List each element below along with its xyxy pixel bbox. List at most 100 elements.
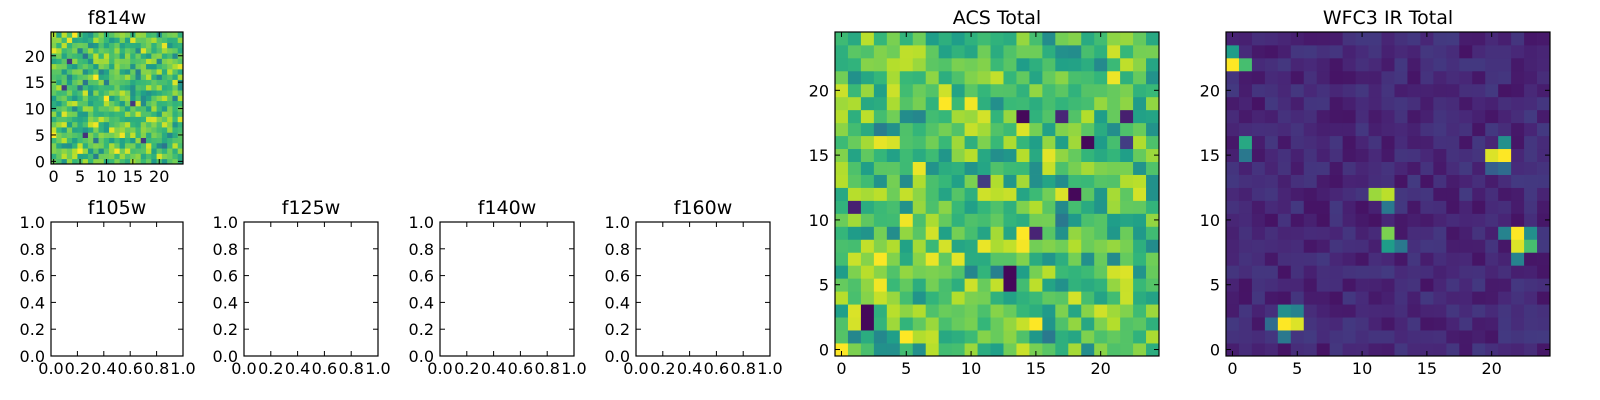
heatmap-cell	[1081, 135, 1095, 150]
heatmap-cell	[1290, 174, 1305, 188]
x-tick-label: 1.0	[170, 359, 195, 378]
heatmap-cell	[93, 53, 99, 59]
heatmap-cell	[886, 239, 901, 253]
heatmap-cell	[886, 200, 901, 214]
heatmap-cell	[847, 278, 862, 292]
heatmap-cell	[1498, 343, 1512, 357]
heatmap-cell	[1329, 161, 1344, 175]
heatmap-cell	[93, 90, 99, 96]
heatmap-cell	[1355, 200, 1369, 214]
heatmap-cell	[1055, 109, 1069, 124]
heatmap-cell	[899, 226, 914, 240]
heatmap-cell	[886, 70, 901, 85]
heatmap-cell	[1277, 343, 1292, 357]
heatmap-cell	[1264, 213, 1279, 227]
heatmap-cell	[156, 127, 163, 133]
heatmap-cell	[964, 187, 978, 201]
heatmap-cell	[98, 32, 105, 38]
heatmap-cell	[114, 95, 121, 102]
heatmap-cell	[177, 111, 184, 117]
heatmap-cell	[925, 213, 940, 227]
heatmap-cell	[87, 100, 94, 107]
heatmap-cell	[1459, 304, 1473, 318]
heatmap-cell	[93, 105, 99, 112]
heatmap-cell	[1472, 200, 1486, 214]
heatmap-cell	[925, 317, 940, 331]
heatmap-cell	[1068, 239, 1082, 253]
heatmap-cell	[1107, 200, 1121, 214]
heatmap-cell	[951, 317, 965, 331]
heatmap-cell	[1094, 32, 1108, 46]
heatmap-cell	[1537, 265, 1551, 279]
heatmap-cell	[135, 111, 142, 117]
heatmap-cell	[161, 158, 168, 165]
heatmap-cell	[835, 122, 849, 137]
heatmap-cell	[1068, 70, 1082, 85]
heatmap-cell	[1107, 343, 1121, 357]
heatmap-cell	[1120, 44, 1134, 59]
heatmap-cell	[1094, 122, 1108, 137]
heatmap-cell	[977, 83, 991, 98]
heatmap-cell	[1498, 187, 1512, 201]
heatmap-cell	[1355, 32, 1369, 46]
heatmap-cell	[98, 132, 105, 138]
heatmap-cell	[124, 68, 131, 75]
heatmap-cell	[1342, 226, 1356, 240]
heatmap-cell	[135, 137, 142, 144]
heatmap-cell	[87, 63, 94, 70]
heatmap-cell	[1081, 239, 1095, 253]
heatmap-cell	[1107, 148, 1121, 162]
heatmap-cell	[61, 142, 68, 149]
heatmap-cell	[103, 90, 110, 96]
heatmap-cell	[990, 304, 1004, 318]
heatmap-cell	[951, 213, 965, 227]
heatmap-cell	[1003, 317, 1017, 331]
heatmap-cell	[860, 265, 875, 279]
heatmap-cell	[72, 137, 78, 144]
heatmap-cell	[1511, 83, 1525, 98]
x-tick-label: 1.0	[561, 359, 586, 378]
heatmap-cell	[1055, 161, 1069, 175]
heatmap-cell	[1446, 83, 1460, 98]
heatmap-cell	[977, 200, 991, 214]
heatmap-cell	[109, 42, 115, 49]
heatmap-cell	[140, 74, 147, 80]
heatmap-cell	[847, 161, 862, 175]
heatmap-cell	[964, 226, 978, 240]
heatmap-cell	[1537, 135, 1551, 150]
heatmap-cell	[1003, 174, 1017, 188]
heatmap-cell	[124, 142, 131, 149]
heatmap-cell	[1498, 96, 1512, 111]
heatmap-cell	[990, 96, 1004, 111]
heatmap-cell	[1407, 161, 1421, 175]
heatmap-cell	[1316, 239, 1331, 253]
heatmap-cell	[964, 135, 978, 150]
heatmap-cell	[177, 42, 184, 49]
heatmap-cell	[1264, 148, 1279, 162]
heatmap-cell	[119, 68, 126, 75]
heatmap-cell	[82, 148, 89, 154]
heatmap-cell	[951, 109, 965, 124]
heatmap-cell	[1055, 252, 1069, 266]
heatmap-cell	[1003, 213, 1017, 227]
heatmap-cell	[1472, 213, 1486, 227]
heatmap-cell	[835, 252, 849, 266]
heatmap-cell	[1394, 174, 1408, 188]
heatmap-cell	[912, 57, 927, 72]
y-tick-label: 0.8	[20, 240, 45, 259]
heatmap-cell	[1133, 213, 1147, 227]
heatmap-cell	[1133, 226, 1147, 240]
heatmap-cell	[1068, 174, 1082, 188]
heatmap-cell	[1120, 226, 1134, 240]
heatmap-cell	[873, 135, 888, 150]
x-tick-label: 0.2	[65, 359, 90, 378]
heatmap-cell	[1381, 96, 1395, 111]
x-tick-label: 0.8	[144, 359, 169, 378]
heatmap-cell	[167, 90, 173, 96]
heatmap-cell	[1420, 278, 1434, 292]
heatmap-cell	[151, 148, 157, 154]
heatmap-cell	[161, 84, 168, 91]
heatmap-cell	[1068, 278, 1082, 292]
heatmap-cell	[82, 68, 89, 75]
heatmap-cell	[130, 90, 136, 96]
